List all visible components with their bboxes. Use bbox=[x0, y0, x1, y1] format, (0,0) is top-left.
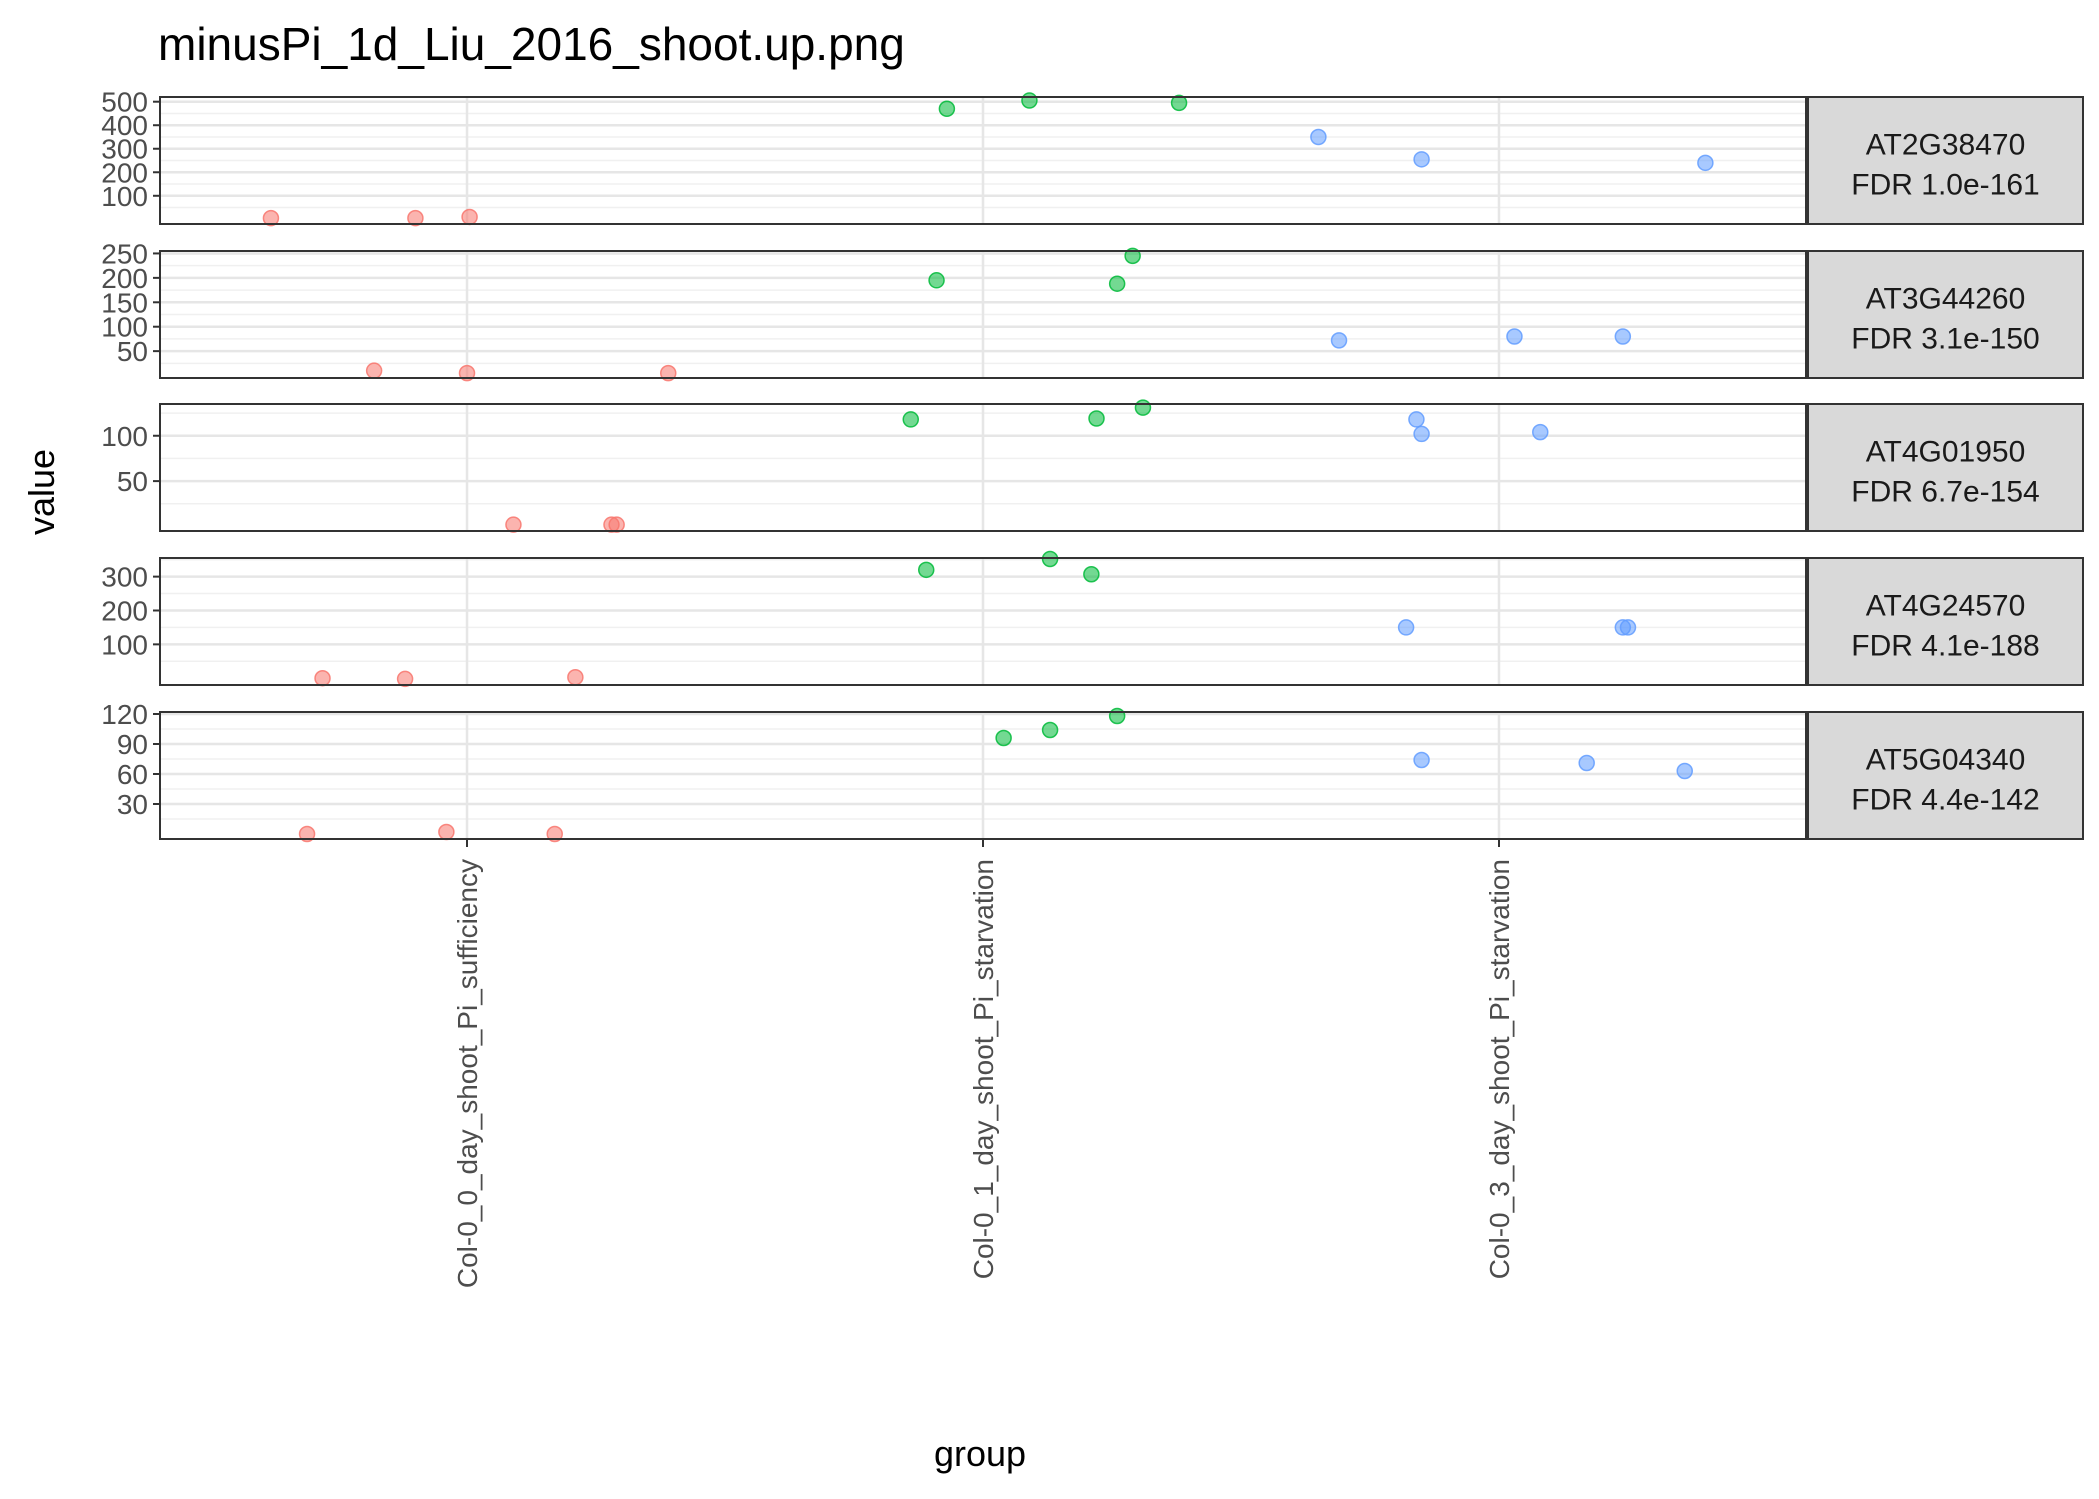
facet-strip bbox=[1807, 711, 2084, 840]
y-tick-label: 250 bbox=[101, 238, 148, 269]
y-tick-label: 500 bbox=[101, 87, 148, 118]
y-tick-label: 200 bbox=[101, 263, 148, 294]
y-tick-label: 50 bbox=[117, 466, 148, 497]
data-point bbox=[928, 272, 945, 289]
data-point bbox=[314, 669, 331, 687]
x-tick-label: Col-0_0_day_shoot_Pi_sufficiency bbox=[452, 859, 483, 1288]
data-point bbox=[1676, 762, 1693, 780]
data-point bbox=[1413, 751, 1430, 769]
chart-title: minusPi_1d_Liu_2016_shoot.up.png bbox=[158, 18, 905, 70]
x-axis: Col-0_0_day_shoot_Pi_sufficiency Col-0_1_… bbox=[452, 839, 1515, 1288]
data-point bbox=[298, 825, 316, 843]
data-point bbox=[1397, 619, 1415, 636]
data-point bbox=[407, 209, 424, 227]
data-point bbox=[1310, 128, 1327, 146]
data-point bbox=[1170, 94, 1188, 112]
y-tick-label: 100 bbox=[101, 629, 148, 660]
data-point bbox=[396, 670, 414, 688]
strip-gene-label: AT4G01950 bbox=[1866, 436, 2026, 469]
strip-gene-label: AT4G24570 bbox=[1866, 590, 2026, 623]
strip-gene-label: AT3G44260 bbox=[1866, 283, 2026, 316]
panel-border bbox=[159, 96, 1807, 225]
data-point bbox=[917, 561, 935, 579]
data-point bbox=[1124, 247, 1141, 265]
y-axis-title: value bbox=[21, 449, 62, 535]
data-point bbox=[461, 208, 478, 226]
data-point bbox=[938, 100, 956, 118]
data-point bbox=[1041, 550, 1059, 568]
y-tick-label: 150 bbox=[101, 287, 148, 318]
y-tick-label: 90 bbox=[117, 729, 148, 760]
data-point bbox=[438, 823, 455, 841]
y-tick-label: 120 bbox=[101, 699, 148, 730]
data-point bbox=[1408, 411, 1425, 428]
data-point bbox=[1413, 151, 1430, 168]
y-tick-label: 300 bbox=[101, 562, 148, 593]
data-point bbox=[1330, 332, 1348, 349]
data-point bbox=[567, 668, 584, 686]
y-tick-label: 200 bbox=[101, 595, 148, 626]
data-point bbox=[262, 209, 280, 227]
strip-fdr-label: FDR 4.1e-188 bbox=[1851, 630, 2039, 663]
y-tick-label: 300 bbox=[101, 134, 148, 165]
strip-gene-label: AT2G38470 bbox=[1866, 129, 2026, 162]
data-point bbox=[1134, 399, 1152, 416]
data-point bbox=[458, 364, 476, 382]
panel-border bbox=[159, 403, 1807, 532]
data-point bbox=[659, 364, 677, 382]
data-point bbox=[1108, 707, 1126, 725]
facet-strip bbox=[1807, 250, 2084, 379]
data-point bbox=[1614, 328, 1632, 345]
strip-fdr-label: FDR 6.7e-154 bbox=[1851, 476, 2039, 509]
data-point bbox=[1619, 619, 1637, 636]
strip-gene-label: AT5G04340 bbox=[1866, 744, 2026, 777]
data-point bbox=[902, 411, 920, 428]
facet-strip bbox=[1807, 557, 2084, 686]
data-point bbox=[1021, 92, 1038, 109]
data-point bbox=[505, 516, 522, 533]
y-tick-label: 30 bbox=[117, 789, 148, 820]
data-point bbox=[995, 729, 1012, 747]
facet-strip bbox=[1807, 96, 2084, 225]
data-point bbox=[1413, 425, 1430, 443]
facet-panel-at4g01950: 50 100 AT4G01950 FDR 6.7e-154 bbox=[101, 399, 2084, 533]
strip-fdr-label: FDR 1.0e-161 bbox=[1851, 169, 2039, 202]
y-tick-label: 100 bbox=[101, 421, 148, 452]
facet-strip bbox=[1807, 403, 2084, 532]
strip-fdr-label: FDR 4.4e-142 bbox=[1851, 784, 2039, 817]
x-tick-label: Col-0_3_day_shoot_Pi_starvation bbox=[1484, 859, 1515, 1279]
y-tick-label: 200 bbox=[101, 157, 148, 188]
x-axis-title: group bbox=[934, 1433, 1026, 1474]
y-tick-label: 100 bbox=[101, 312, 148, 343]
data-point bbox=[1088, 410, 1105, 427]
data-point bbox=[1532, 423, 1549, 441]
x-tick-label: Col-0_1_day_shoot_Pi_starvation bbox=[968, 859, 999, 1279]
y-tick-label: 60 bbox=[117, 759, 148, 790]
y-tick-label: 50 bbox=[117, 336, 148, 367]
panel-border bbox=[159, 250, 1807, 379]
data-point bbox=[1506, 328, 1523, 345]
y-tick-label: 400 bbox=[101, 110, 148, 141]
data-point bbox=[1697, 154, 1714, 172]
data-point bbox=[546, 825, 563, 843]
strip-fdr-label: FDR 3.1e-150 bbox=[1851, 323, 2039, 356]
data-point bbox=[1041, 721, 1059, 739]
data-point bbox=[608, 516, 625, 533]
data-point bbox=[1083, 566, 1100, 583]
data-point bbox=[1578, 754, 1595, 772]
y-tick-label: 100 bbox=[101, 181, 148, 212]
data-point bbox=[365, 362, 383, 379]
data-point bbox=[1108, 275, 1126, 292]
panel-border bbox=[159, 557, 1807, 686]
